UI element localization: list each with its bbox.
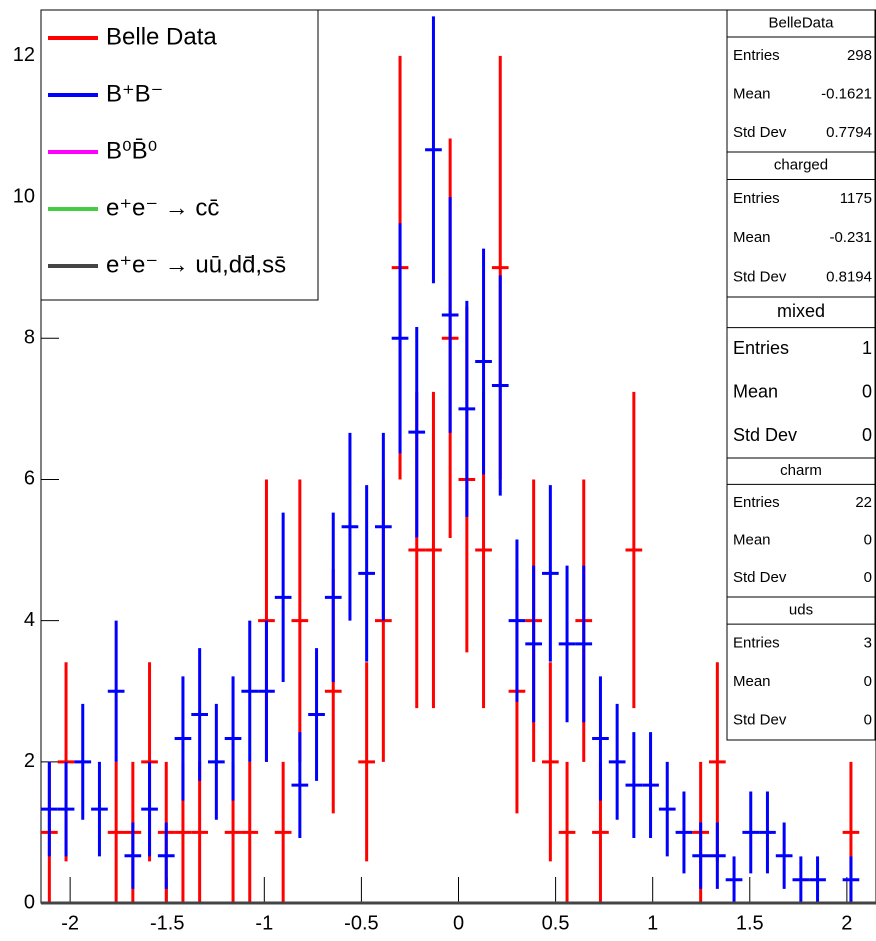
stats-label: Mean (733, 229, 771, 246)
stats-label: Mean (733, 673, 771, 690)
stats-label: Entries (733, 634, 780, 651)
stats-label: Std Dev (733, 425, 797, 445)
y-tick-label: 2 (24, 750, 35, 772)
stats-label: Entries (733, 190, 780, 207)
y-tick-label: 0 (24, 891, 35, 913)
stats-value: 0 (864, 532, 872, 549)
x-tick-label: -0.5 (344, 912, 378, 934)
legend-label: e⁺e⁻ → uū,dd̄,ss̄ (106, 251, 286, 278)
stats-title: charm (780, 462, 822, 479)
x-tick-label: 1.5 (736, 912, 764, 934)
stats-title: uds (789, 602, 813, 619)
stats-label: Std Dev (733, 569, 787, 586)
legend-label: B⁰B̄⁰ (106, 137, 157, 164)
y-tick-label: 6 (24, 468, 35, 490)
x-tick-label: 2 (841, 912, 852, 934)
stats-value: 0 (864, 673, 872, 690)
stats-label: Std Dev (733, 124, 787, 141)
stats-title: mixed (777, 301, 825, 321)
stats-box (726, 596, 876, 741)
stats-value: -0.231 (829, 229, 872, 246)
stats-box (726, 151, 876, 298)
stats-value: 0.7794 (826, 124, 872, 141)
stats-label: Mean (733, 85, 771, 102)
legend-label: Belle Data (106, 23, 217, 50)
stats-title: charged (774, 157, 828, 174)
y-tick-label: 12 (13, 44, 35, 66)
stats-value: 3 (864, 634, 872, 651)
stats-label: Mean (733, 382, 778, 402)
legend-label: e⁺e⁻ → cc̄ (106, 194, 219, 221)
stats-value: -0.1621 (821, 85, 872, 102)
x-tick-label: 1 (647, 912, 658, 934)
y-tick-label: 10 (13, 185, 35, 207)
x-tick-label: 0.5 (542, 912, 570, 934)
stats-label: Entries (733, 494, 780, 511)
stats-value: 298 (847, 47, 872, 64)
stats-label: Mean (733, 532, 771, 549)
legend-label: B⁺B⁻ (106, 80, 163, 107)
x-tick-label: 0 (453, 912, 464, 934)
x-tick-label: -1.5 (150, 912, 184, 934)
stats-label: Std Dev (733, 712, 787, 729)
stats-value: 0 (862, 425, 872, 445)
y-tick-label: 4 (24, 609, 35, 631)
x-tick-label: -2 (61, 912, 79, 934)
stats-value: 22 (855, 494, 872, 511)
legend-box (40, 9, 319, 301)
stats-value: 0 (864, 569, 872, 586)
x-tick-label: -1 (255, 912, 273, 934)
stats-value: 0 (864, 712, 872, 729)
y-tick-label: 8 (24, 327, 35, 349)
stats-box (726, 457, 876, 598)
stats-box (726, 296, 876, 459)
stats-value: 1 (862, 338, 872, 358)
stats-label: Entries (733, 338, 789, 358)
stats-box (726, 9, 876, 153)
stats-label: Std Dev (733, 268, 787, 285)
stats-value: 0.8194 (826, 268, 872, 285)
stats-value: 0 (862, 382, 872, 402)
stats-label: Entries (733, 47, 780, 64)
stats-title: BelleData (768, 14, 834, 31)
stats-value: 1175 (840, 190, 872, 207)
